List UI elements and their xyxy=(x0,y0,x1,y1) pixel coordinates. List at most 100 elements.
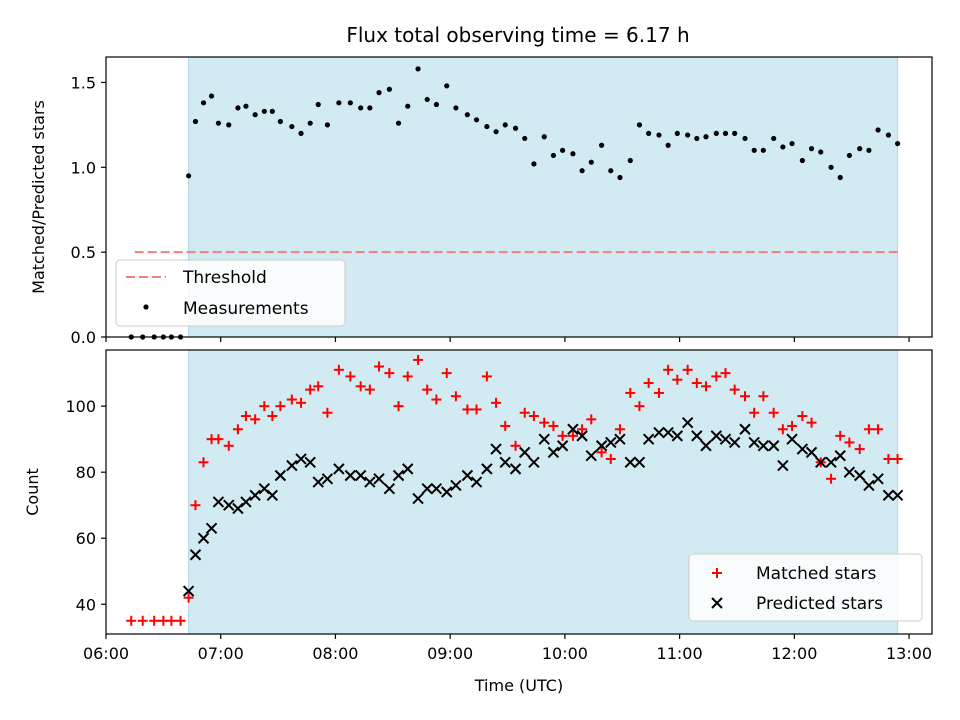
predicted-star-point xyxy=(490,443,502,455)
predicted-star-point xyxy=(223,499,235,511)
matched-star-point xyxy=(672,374,683,385)
matched-star-point xyxy=(634,401,645,412)
predicted-star-point xyxy=(232,502,244,515)
measurement-point xyxy=(415,66,421,72)
predicted-star-point xyxy=(691,430,703,442)
measurement-point xyxy=(186,173,192,179)
x-axis-label: Time (UTC) xyxy=(474,676,563,695)
y-tick-label: 1.5 xyxy=(71,73,96,92)
measurement-point xyxy=(376,90,382,96)
matched-star-point xyxy=(873,424,884,435)
predicted-star-point xyxy=(182,585,195,597)
predicted-star-point xyxy=(295,453,307,465)
matched-star-point xyxy=(519,407,530,418)
predicted-star-marker-b xyxy=(691,430,703,442)
x-tick-label: 12:00 xyxy=(771,644,817,663)
matched-star-point xyxy=(471,404,482,415)
matched-star-point xyxy=(625,387,636,398)
measurement-point xyxy=(685,132,691,138)
predicted-star-point xyxy=(777,459,789,472)
matched-star-point xyxy=(643,378,654,389)
measurement-point xyxy=(559,147,566,153)
matched-star-point xyxy=(586,414,597,425)
predicted-star-marker-b xyxy=(461,469,474,482)
predicted-star-marker-b xyxy=(567,423,579,435)
measurement-point xyxy=(347,100,353,106)
measurement-point xyxy=(307,120,313,126)
predicted-star-point xyxy=(872,473,884,485)
predicted-star-marker-b xyxy=(891,489,904,502)
predicted-star-point xyxy=(286,459,298,472)
predicted-star-marker-b xyxy=(595,440,608,452)
measurement-point xyxy=(789,140,795,147)
matched-star-point xyxy=(296,397,307,408)
measurement-point xyxy=(846,152,853,159)
measurement-point xyxy=(243,103,249,109)
predicted-star-marker-b xyxy=(509,463,522,475)
predicted-star-marker-b xyxy=(421,482,433,495)
predicted-star-point xyxy=(605,436,617,449)
matched-star-point xyxy=(682,364,693,375)
matched-star-point xyxy=(126,615,137,626)
matched-star-point xyxy=(137,615,148,626)
predicted-star-point xyxy=(595,440,608,452)
matched-star-point xyxy=(305,384,316,395)
predicted-star-point xyxy=(240,496,252,508)
predicted-star-point xyxy=(843,466,856,478)
matched-star-point xyxy=(653,387,664,398)
matched-star-point xyxy=(806,417,817,428)
measurement-point xyxy=(358,105,364,111)
measurement-point xyxy=(289,123,295,130)
measurement-point xyxy=(405,103,411,109)
measurement-point xyxy=(713,130,719,136)
predicted-star-marker-b xyxy=(662,426,674,439)
measurement-point xyxy=(512,125,519,131)
chart-title: Flux total observing time = 6.17 h xyxy=(346,23,689,47)
matched-star-point xyxy=(232,424,243,435)
predicted-star-point xyxy=(891,489,904,502)
predicted-star-marker-b xyxy=(223,499,235,511)
measurement-point xyxy=(742,135,748,142)
measurement-point xyxy=(570,151,576,157)
predicted-star-point xyxy=(354,469,367,482)
measurement-point xyxy=(298,130,304,136)
y-tick-label: 0.0 xyxy=(71,328,96,347)
measurement-point xyxy=(464,112,470,118)
measurement-point xyxy=(550,152,557,159)
predicted-star-marker-b xyxy=(258,482,271,495)
measurement-point xyxy=(818,149,824,155)
predicted-star-point xyxy=(786,433,798,445)
predicted-star-marker-b xyxy=(796,443,809,455)
predicted-star-point xyxy=(719,433,732,445)
predicted-star-point xyxy=(748,436,760,449)
predicted-star-marker-b xyxy=(642,433,655,445)
predicted-star-marker-b xyxy=(364,476,376,488)
matched-star-point xyxy=(777,424,788,435)
matched-star-point xyxy=(510,440,521,451)
matched-star-point xyxy=(854,444,865,455)
x-tick-label: 13:00 xyxy=(886,644,932,663)
y-axis-label: Matched/Predicted stars xyxy=(29,100,48,294)
matched-star-point xyxy=(345,371,356,382)
predicted-star-point xyxy=(499,456,511,468)
predicted-star-point xyxy=(383,482,396,495)
predicted-star-marker-b xyxy=(834,449,846,462)
legend-box xyxy=(688,553,923,622)
legend-predicted-swatch xyxy=(711,597,723,609)
predicted-star-marker-b xyxy=(863,479,875,492)
matched-star-point xyxy=(577,424,588,435)
matched-star-point xyxy=(863,424,874,435)
matched-star-point xyxy=(402,371,413,382)
y-tick-label: 40 xyxy=(76,595,96,614)
predicted-star-point xyxy=(274,469,287,482)
predicted-star-point xyxy=(567,423,579,435)
predicted-star-marker-b xyxy=(624,456,636,468)
predicted-star-marker-b xyxy=(710,430,723,442)
predicted-star-marker-b xyxy=(266,489,279,502)
predicted-star-marker-b xyxy=(728,436,741,449)
predicted-star-marker-b xyxy=(354,469,367,482)
predicted-star-marker-b xyxy=(882,489,895,502)
matched-star-point xyxy=(259,401,270,412)
predicted-star-marker-b xyxy=(450,479,462,492)
predicted-star-point xyxy=(421,482,433,495)
